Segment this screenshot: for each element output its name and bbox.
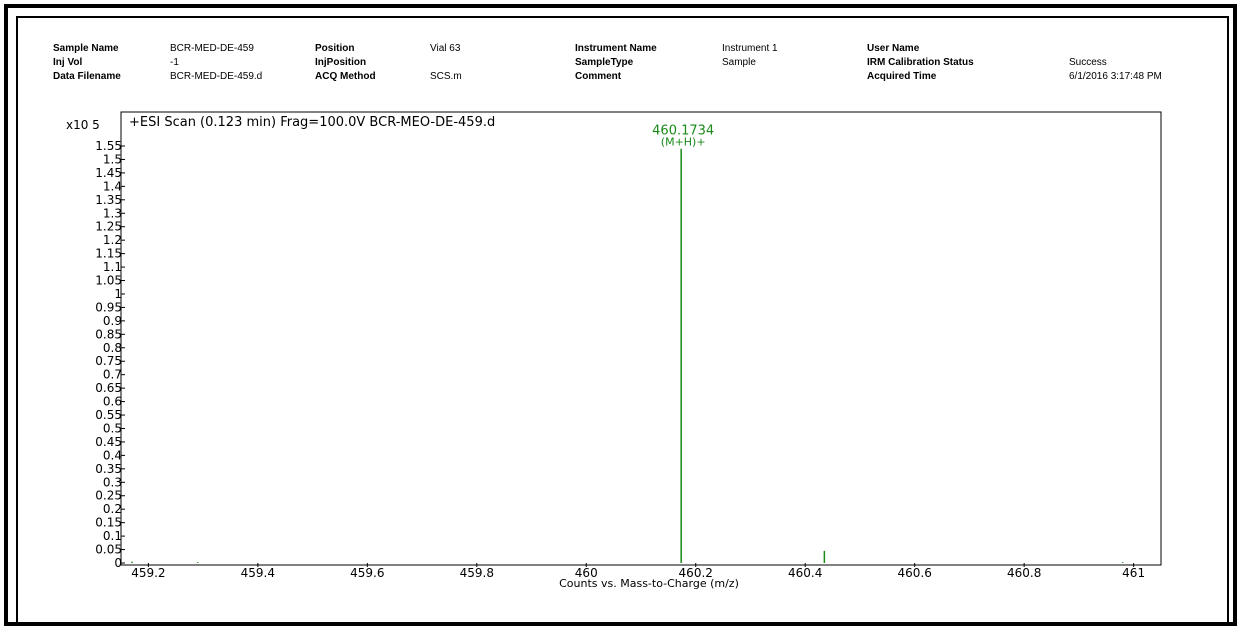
meta-key: Comment	[575, 71, 622, 82]
x-tick-label: 460.6	[898, 566, 932, 580]
y-tick-label: 0.4	[103, 448, 122, 462]
y-tick-label: 0.35	[95, 462, 122, 476]
meta-key: Position	[315, 43, 355, 54]
y-tick-label: 1.1	[103, 260, 122, 274]
x-tick-label: 461	[1122, 566, 1145, 580]
x-tick-label: 459.2	[131, 566, 165, 580]
meta-value: BCR-MED-DE-459	[170, 43, 254, 54]
meta-value: Vial 63	[430, 43, 461, 54]
meta-value: SCS.m	[430, 71, 462, 82]
y-tick-label: 0.95	[95, 300, 122, 314]
y-tick-label: 0.25	[95, 489, 122, 503]
y-tick-label: 0.55	[95, 408, 122, 422]
y-tick-label: 1.25	[95, 220, 122, 234]
meta-value: Success	[1069, 57, 1107, 68]
y-tick-label: 1.4	[103, 179, 122, 193]
meta-key: InjPosition	[315, 57, 367, 68]
y-tick-label: 0.75	[95, 354, 122, 368]
y-tick-label: 0.7	[103, 368, 122, 382]
meta-col-1-values: BCR-MED-DE-459 -1 BCR-MED-DE-459.d	[170, 42, 262, 84]
meta-key: Inj Vol	[53, 57, 83, 68]
y-tick-label: 0.05	[95, 543, 122, 557]
peaks-series: 460.1734(M+H)+	[131, 124, 1124, 563]
y-tick-label: 0.3	[103, 475, 122, 489]
x-tick-label: 459.6	[350, 566, 384, 580]
peak-annotation: (M+H)+	[661, 136, 706, 149]
x-axis-title: Counts vs. Mass-to-Charge (m/z)	[559, 577, 739, 590]
meta-col-4-keys: User Name IRM Calibration Status Acquire…	[867, 42, 974, 84]
y-tick-label: 1.05	[95, 274, 122, 288]
y-tick-label: 0.6	[103, 395, 122, 409]
y-tick-label: 1.3	[103, 206, 122, 220]
x-tick-label: 460.8	[1007, 566, 1041, 580]
meta-col-3-values: Instrument 1 Sample	[722, 42, 778, 84]
y-tick-label: 0.9	[103, 314, 122, 328]
y-tick-label: 0.85	[95, 327, 122, 341]
y-tick-label: 0.1	[103, 529, 122, 543]
inner-frame	[16, 16, 1229, 622]
chart-title: +ESI Scan (0.123 min) Frag=100.0V BCR-ME…	[129, 115, 495, 130]
y-tick-label: 0.5	[103, 421, 122, 435]
meta-col-4-values: Success 6/1/2016 3:17:48 PM	[1069, 42, 1162, 84]
outer-frame	[4, 4, 1237, 626]
y-axis: 00.050.10.150.20.250.30.350.40.450.50.55…	[95, 139, 125, 570]
x-axis: 459.2 459.4 459.6 459.8 460 460.2 460.4 460.6 46…	[131, 563, 1145, 580]
meta-key: Sample Name	[53, 43, 119, 54]
x-tick-label: 460	[575, 566, 598, 580]
x-tick-label: 459.8	[460, 566, 494, 580]
meta-key: IRM Calibration Status	[867, 57, 974, 68]
meta-col-2-values: Vial 63 SCS.m	[430, 42, 462, 84]
y-tick-label: 0	[114, 556, 122, 570]
y-tick-label: 1	[114, 287, 122, 301]
y-tick-label: 0.15	[95, 516, 122, 530]
x-tick-label: 460.4	[788, 566, 822, 580]
meta-col-2-keys: Position InjPosition ACQ Method	[315, 42, 376, 84]
meta-value: 6/1/2016 3:17:48 PM	[1069, 71, 1162, 82]
peak-label: 460.1734	[652, 124, 714, 139]
y-tick-label: 1.55	[95, 139, 122, 153]
y-tick-label: 1.15	[95, 247, 122, 261]
meta-value: Sample	[722, 57, 756, 68]
meta-value: Instrument 1	[722, 43, 778, 54]
y-tick-label: 0.8	[103, 341, 122, 355]
y-tick-label: 1.35	[95, 193, 122, 207]
meta-key: Data Filename	[53, 71, 121, 82]
plot-area-border	[120, 111, 1162, 566]
meta-col-1-keys: Sample Name Inj Vol Data Filename	[53, 42, 121, 84]
meta-value: BCR-MED-DE-459.d	[170, 71, 263, 82]
meta-value: -1	[170, 57, 179, 68]
x-tick-label: 460.2	[679, 566, 713, 580]
y-tick-label: 1.2	[103, 233, 122, 247]
y-tick-label: 1.45	[95, 166, 122, 180]
y-tick-label: 0.2	[103, 502, 122, 516]
y-tick-label: 0.65	[95, 381, 122, 395]
meta-key: ACQ Method	[315, 71, 376, 82]
x-tick-label: 459.4	[241, 566, 275, 580]
meta-col-3-keys: Instrument Name SampleType Comment	[575, 42, 657, 84]
y-tick-label: 1.5	[103, 152, 122, 166]
meta-key: SampleType	[575, 57, 634, 68]
meta-key: Instrument Name	[575, 43, 657, 54]
y-tick-label: 0.45	[95, 435, 122, 449]
meta-key: User Name	[867, 43, 920, 54]
meta-key: Acquired Time	[867, 71, 937, 82]
y-multiplier-label: x10 5	[66, 118, 100, 132]
